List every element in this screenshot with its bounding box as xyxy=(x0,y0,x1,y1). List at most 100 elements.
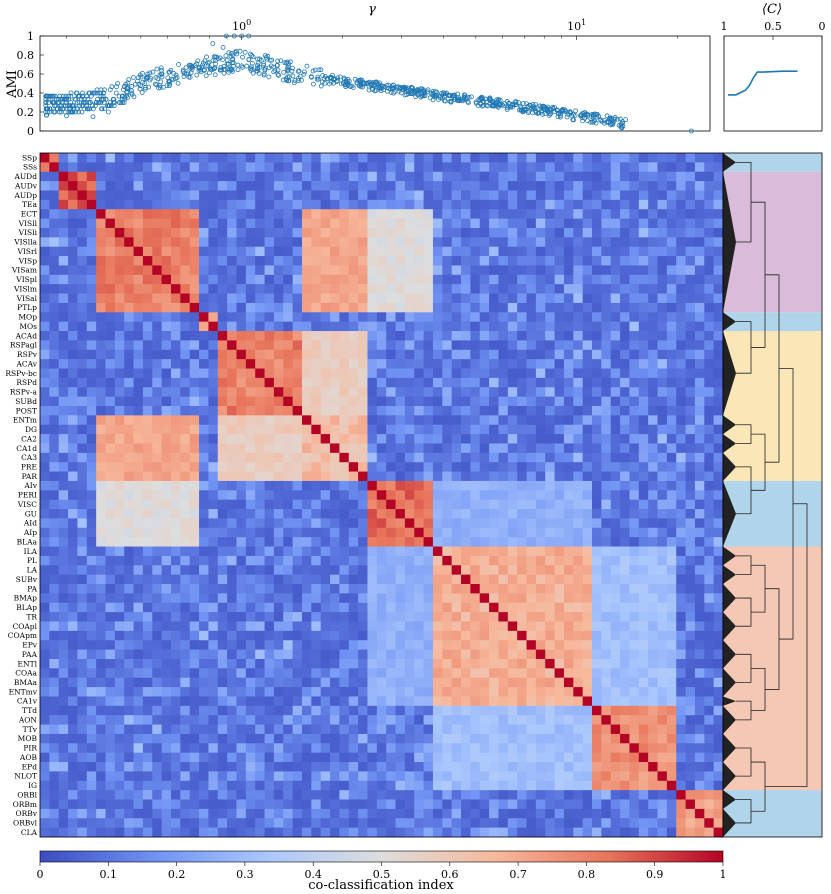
heatmap-cell xyxy=(124,415,134,426)
heatmap-cell xyxy=(330,574,340,585)
heatmap-cell xyxy=(58,237,69,248)
heatmap-cell xyxy=(423,546,434,557)
heatmap-cell xyxy=(292,649,303,660)
heatmap-cell xyxy=(49,630,60,641)
ami-point xyxy=(310,81,316,87)
heatmap-cell xyxy=(330,621,340,632)
heatmap-cell xyxy=(114,630,125,641)
heatmap-cell xyxy=(414,171,425,182)
heatmap-cell xyxy=(161,349,172,360)
heatmap-cell xyxy=(255,405,265,416)
heatmap-cell xyxy=(358,537,368,547)
heatmap-cell xyxy=(58,302,69,313)
heatmap-cell xyxy=(376,293,387,304)
heatmap-cell xyxy=(133,405,144,416)
heatmap-cell xyxy=(610,527,621,538)
heatmap-cell xyxy=(507,574,518,585)
heatmap-cell xyxy=(620,265,630,276)
heatmap-cell xyxy=(227,424,237,435)
heatmap-cell xyxy=(442,443,453,454)
ami-point xyxy=(547,109,552,115)
heatmap-cell xyxy=(311,612,322,622)
heatmap-cell xyxy=(105,162,116,173)
ami-point xyxy=(330,72,335,78)
heatmap-cell xyxy=(620,340,630,351)
heatmap-cell xyxy=(199,218,209,229)
heatmap-cell xyxy=(676,265,686,276)
heatmap-cell xyxy=(498,480,509,491)
heatmap-cell xyxy=(255,256,265,266)
heatmap-cell xyxy=(620,546,630,557)
heatmap-cell xyxy=(554,284,565,294)
heatmap-cell xyxy=(535,405,546,416)
ami-point xyxy=(395,84,401,90)
heatmap-cell xyxy=(404,190,415,201)
heatmap-cell xyxy=(217,349,228,360)
ami-point xyxy=(591,112,596,117)
heatmap-cell xyxy=(414,162,425,173)
heatmap-cell xyxy=(348,480,359,491)
heatmap-cell xyxy=(161,340,172,351)
heatmap-cell xyxy=(330,190,340,201)
heatmap-cell xyxy=(545,415,555,426)
heatmap-cell xyxy=(479,265,490,276)
ami-point xyxy=(316,67,322,73)
heatmap-cell xyxy=(199,415,209,426)
ami-point xyxy=(194,72,200,78)
heatmap-cell xyxy=(601,256,612,266)
heatmap-cell xyxy=(507,658,518,669)
heatmap-cell xyxy=(648,424,658,435)
heatmap-cell xyxy=(255,153,265,163)
heatmap-cell xyxy=(592,518,602,529)
heatmap-cell xyxy=(142,555,153,566)
heatmap-cell xyxy=(367,359,378,369)
heatmap-cell xyxy=(414,359,425,369)
ami-point xyxy=(115,81,120,86)
heatmap-cell xyxy=(273,584,284,594)
heatmap-cell xyxy=(264,584,275,594)
heatmap-cell xyxy=(264,555,275,566)
heatmap-cell xyxy=(545,518,555,529)
heatmap-cell xyxy=(629,546,640,557)
heatmap-cell xyxy=(563,274,574,285)
heatmap-cell xyxy=(713,518,724,529)
heatmap-cell xyxy=(489,293,499,304)
heatmap-cell xyxy=(199,565,209,576)
heatmap-cell xyxy=(451,396,462,407)
heatmap-cell xyxy=(432,612,443,622)
heatmap-cell xyxy=(292,321,303,332)
heatmap-cell xyxy=(96,321,106,332)
ami-point xyxy=(284,59,290,65)
heatmap-cell xyxy=(517,584,527,594)
heatmap-cell xyxy=(461,293,471,304)
heatmap-cell xyxy=(58,443,69,454)
heatmap-cell xyxy=(432,546,443,557)
heatmap-cell xyxy=(161,462,172,472)
ami-point xyxy=(204,54,209,60)
heatmap-cell xyxy=(704,490,715,501)
heatmap-cell xyxy=(339,593,350,604)
heatmap-cell xyxy=(142,340,153,351)
heatmap-cell xyxy=(227,593,237,604)
heatmap-cell xyxy=(245,565,256,576)
heatmap-cell xyxy=(358,377,368,388)
heatmap-cell xyxy=(58,377,69,388)
ami-axis-label: AMI xyxy=(5,70,20,99)
heatmap-cell xyxy=(554,509,565,519)
heatmap-cell xyxy=(545,649,555,660)
heatmap-cell xyxy=(376,555,387,566)
heatmap-cell xyxy=(376,405,387,416)
heatmap-cell xyxy=(404,537,415,547)
heatmap-cell xyxy=(358,546,368,557)
heatmap-cell xyxy=(582,546,593,557)
heatmap-cell xyxy=(199,499,209,510)
heatmap-cell xyxy=(292,537,303,547)
heatmap-cell xyxy=(189,509,200,519)
heatmap-cell xyxy=(227,518,237,529)
heatmap-cell xyxy=(713,471,724,482)
heatmap-cell xyxy=(676,331,686,341)
heatmap-cell xyxy=(180,574,191,585)
heatmap-cell xyxy=(404,321,415,332)
heatmap-cell xyxy=(114,452,125,463)
heatmap-cell xyxy=(217,471,228,482)
